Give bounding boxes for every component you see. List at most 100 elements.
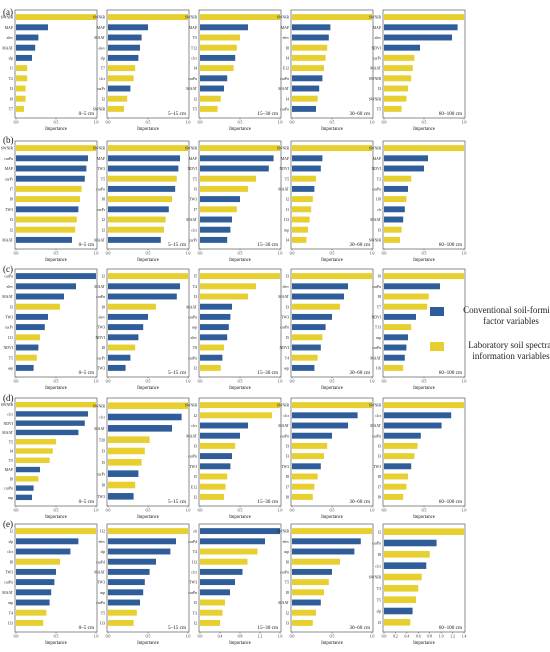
importance-bar [108,293,177,300]
category-label: MAAT [2,46,13,50]
x-tick-label: 0.0 [382,509,387,513]
importance-bar [200,538,265,545]
importance-bar [384,551,430,558]
category-label: clcr [191,424,197,428]
category-label: T5 [377,598,381,602]
importance-bar [108,95,128,102]
importance-bar [108,145,188,152]
importance-bar [384,24,458,31]
category-label: MAAT [278,424,289,428]
category-label: I8 [378,475,381,479]
category-label: MAAT [186,218,197,222]
importance-bar [16,476,39,482]
importance-bar [200,44,237,51]
category-label: SWNIR [369,576,382,580]
category-label: T12 [191,46,197,50]
importance-bar [200,364,221,371]
category-label: curPr [189,239,198,243]
importance-bar [200,493,224,500]
x-tick-label: 0.0 [382,380,387,384]
importance-bar [292,75,323,82]
importance-bar [292,65,324,72]
x-axis-label: Importance [45,127,67,132]
importance-bar [292,558,340,565]
x-tick-label: 0.5 [330,380,335,384]
category-label: curPd [96,560,105,564]
importance-bar [16,95,26,102]
category-label: I2 [102,218,105,222]
category-label: clcr [191,57,197,61]
legend-label-conventional: Conventional soil-forming factor variabl… [463,305,550,326]
importance-bar [16,44,36,51]
category-label: MAAT [2,295,13,299]
x-axis-label: Importance [229,641,251,646]
importance-bar [108,54,139,61]
category-label: curPn [372,542,381,546]
importance-bar [200,483,226,490]
category-label: T5 [193,108,197,112]
importance-bar [384,324,412,331]
category-label: slp [101,57,106,61]
category-label: NDVI [372,167,382,171]
x-tick-label: 1.0 [186,509,191,513]
depth-label: 60–100 cm [439,499,462,505]
legend-swatch-conventional [430,307,444,316]
category-label: TW3 [189,198,197,202]
category-label: I7 [378,485,381,489]
category-label: I2 [102,275,105,279]
importance-bar [384,206,405,213]
x-tick-label: 0.5 [146,380,151,384]
x-tick-label: 0.5 [238,380,243,384]
category-label: TW3 [97,581,105,585]
category-label: SWNIR [1,16,14,20]
importance-bar [108,24,148,31]
category-label: clcr [283,414,289,418]
category-label: I4 [286,57,289,61]
importance-bar [200,579,235,586]
importance-bar [292,185,315,192]
x-tick-label: 1.0 [94,121,99,125]
importance-bar [292,145,372,152]
importance-bar [16,334,40,341]
depth-label: 30–60 cm [349,625,370,631]
importance-bar [384,155,428,162]
x-tick-label: 0.5 [146,252,151,256]
importance-bar [108,165,179,172]
importance-bar [16,589,52,596]
importance-bar [16,599,50,606]
importance-bar [292,432,332,439]
category-label: I8 [378,553,381,557]
importance-bar [200,145,280,152]
x-tick-label: 0.5 [422,121,427,125]
category-label: I18 [376,198,381,202]
category-label: I12 [100,530,105,534]
depth-label: 60–100 cm [439,370,462,376]
category-label: MAP [281,157,289,161]
importance-bar [16,185,82,192]
importance-bar [384,293,429,300]
category-label: I8 [102,346,105,350]
category-label: SWNIR [369,77,382,81]
x-tick-label: 0.0 [14,121,19,125]
importance-bar [16,609,47,616]
x-tick-label: 0.5 [146,121,151,125]
x-axis-label: Importance [137,515,159,520]
importance-bar [16,75,28,82]
importance-bar [384,196,407,203]
importance-bar [200,354,223,361]
depth-label: 30–60 cm [349,242,370,248]
x-axis-label: Importance [45,386,67,391]
x-tick-label: 1.0 [94,635,99,639]
x-tick-label: 1.0 [439,635,444,639]
importance-bar [384,585,419,592]
importance-bar [200,54,236,61]
category-label: I11 [8,336,13,340]
category-label: I3 [378,455,381,459]
importance-bar [200,85,224,92]
category-label: I2 [286,611,289,615]
importance-bar [292,364,315,371]
x-tick-label: 0.5 [146,635,151,639]
category-label: SWNIR [277,530,290,534]
depth-label: 0–5 cm [79,499,94,505]
x-axis-label: Importance [45,641,67,646]
